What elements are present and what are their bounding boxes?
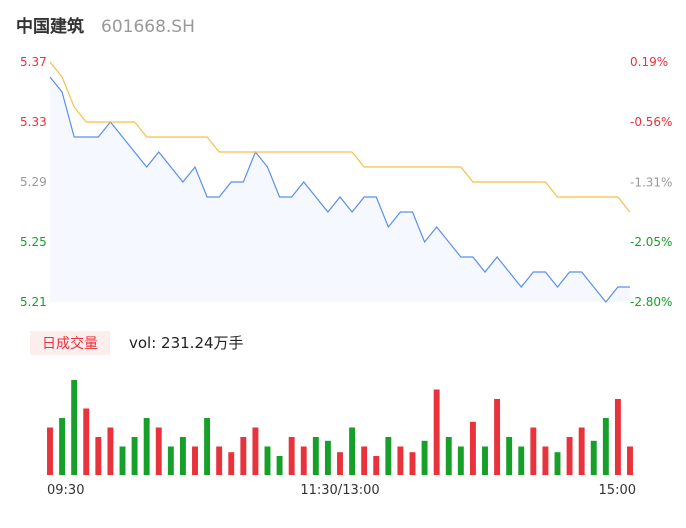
volume-bar (179, 437, 186, 475)
volume-bar (119, 446, 126, 475)
volume-bar (167, 446, 174, 475)
volume-bar (518, 446, 525, 475)
volume-bar (349, 427, 356, 475)
volume-bar (445, 437, 452, 475)
y2-tick-label: -1.31% (630, 175, 672, 189)
series-line (49, 61, 631, 213)
volume-bar (433, 389, 440, 475)
volume-bar (240, 437, 247, 475)
y-tick-label: 5.21 (20, 295, 47, 309)
volume-bar (71, 380, 78, 475)
volume-bar (192, 446, 198, 475)
volume-bar (602, 418, 609, 475)
y-tick-label: 5.29 (20, 175, 47, 189)
volume-bar (264, 446, 271, 475)
volume-bar (216, 446, 223, 475)
volume-bar (337, 452, 343, 475)
volume-bar (542, 446, 549, 475)
volume-title: 日成交量 (42, 335, 98, 352)
x-tick-label: 15:00 (599, 483, 636, 498)
volume-bar (494, 399, 501, 475)
volume-bar (614, 399, 621, 475)
volume-bar (300, 446, 307, 475)
volume-bar (590, 440, 597, 475)
volume-bar (409, 452, 416, 475)
chart-title: 中国建筑 (16, 16, 84, 37)
y-tick-label: 5.37 (20, 55, 47, 69)
volume-bar (276, 456, 283, 475)
volume-bar (554, 452, 561, 475)
price-area (50, 77, 630, 302)
volume-bar (530, 427, 537, 475)
volume-bar (252, 427, 259, 475)
chart-subtitle: 601668.SH (101, 17, 195, 37)
volume-bar (469, 421, 476, 475)
y2-tick-label: -2.80% (630, 295, 672, 309)
volume-bar (578, 427, 585, 475)
volume-bar (506, 437, 513, 475)
x-tick-label: 11:30/13:00 (300, 483, 379, 498)
volume-bar (59, 418, 66, 475)
y2-tick-label: -2.05% (630, 235, 672, 249)
x-tick-label: 09:30 (47, 483, 84, 498)
y2-tick-label: 0.19% (630, 55, 668, 69)
volume-bar (482, 446, 488, 475)
y-tick-label: 5.25 (20, 235, 47, 249)
volume-bar (397, 446, 404, 475)
volume-bar (131, 437, 138, 475)
volume-bar (95, 437, 102, 475)
volume-bar (421, 440, 428, 475)
volume-bar (143, 418, 150, 475)
volume-bar (312, 437, 319, 475)
volume-bar (155, 427, 162, 475)
volume-bar (228, 452, 235, 475)
volume-bar (627, 446, 633, 475)
series-line (49, 76, 630, 303)
volume-bar (373, 456, 380, 475)
volume-bar (288, 437, 295, 475)
y-tick-label: 5.33 (20, 115, 47, 129)
volume-bar (204, 418, 211, 475)
volume-bar (385, 437, 392, 475)
volume-bar (324, 440, 331, 475)
y2-tick-label: -0.56% (630, 115, 672, 129)
volume-bar (83, 408, 90, 475)
volume-bar (47, 427, 53, 475)
volume-text: vol: 231.24万手 (129, 334, 244, 352)
volume-bar (361, 446, 368, 475)
volume-title-box (30, 331, 110, 355)
volume-bar (457, 446, 464, 475)
volume-bar (107, 427, 114, 475)
volume-bar (566, 437, 573, 475)
